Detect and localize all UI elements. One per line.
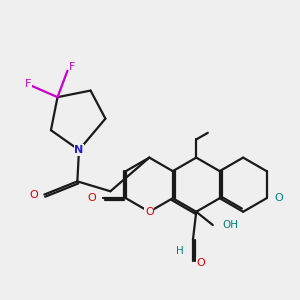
Text: H: H bbox=[176, 246, 184, 256]
Text: O: O bbox=[197, 258, 206, 268]
Text: F: F bbox=[69, 62, 76, 72]
Text: O: O bbox=[275, 193, 284, 203]
Text: O: O bbox=[30, 190, 38, 200]
Text: O: O bbox=[87, 193, 96, 203]
Text: O: O bbox=[145, 207, 154, 217]
Text: F: F bbox=[25, 79, 31, 89]
Text: N: N bbox=[74, 145, 84, 155]
Text: OH: OH bbox=[223, 220, 239, 230]
